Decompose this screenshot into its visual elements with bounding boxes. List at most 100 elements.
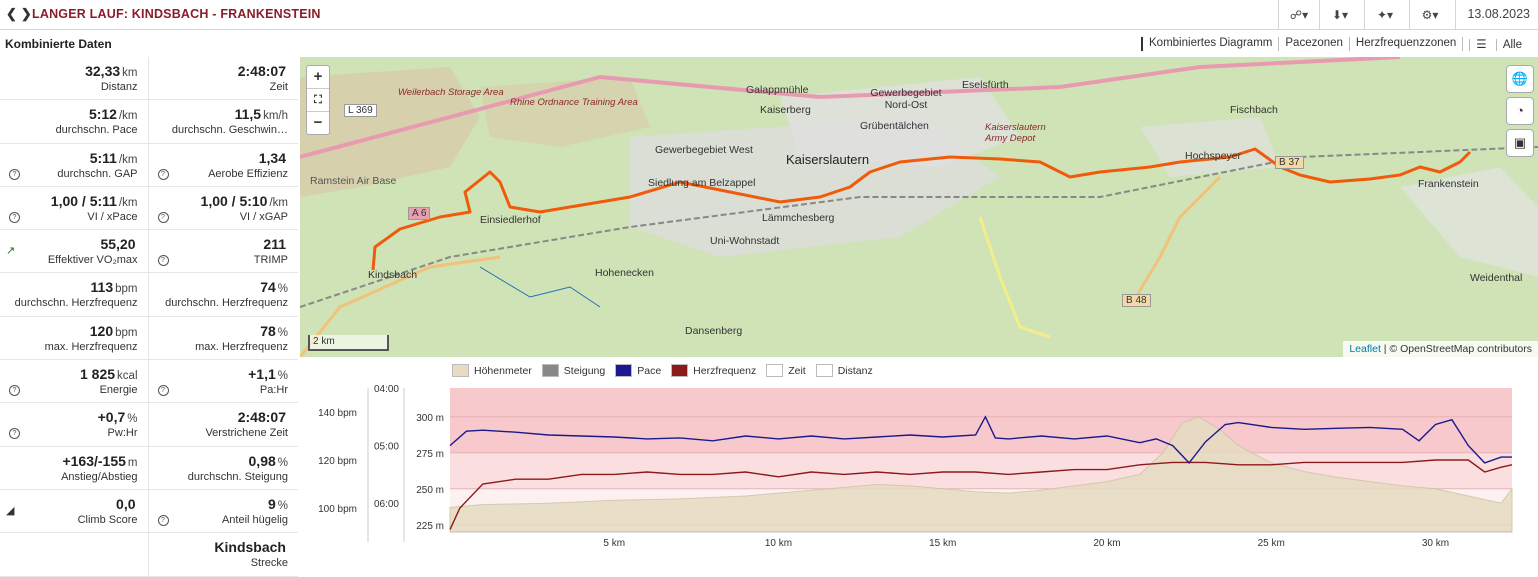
help-icon[interactable]: ?	[157, 385, 169, 397]
share-button[interactable]: ☍ ▾	[1278, 0, 1319, 29]
map-label: Fischbach	[1230, 104, 1278, 116]
stats-row: ↗ 55,20 Effektiver VO₂max? 211 TRIMP	[0, 230, 298, 274]
stat-cell: 5:12/km durchschn. Pace	[0, 100, 149, 143]
chevron-left-icon[interactable]: ❮	[6, 6, 17, 21]
stat-label: durchschn. Herzfrequenz	[165, 297, 288, 310]
stat-label: durchschn. Geschwin…	[171, 124, 288, 137]
stats-row: 120 bpm max. Herzfrequenz 78% max. Herzfrequ…	[0, 316, 299, 361]
legend-item[interactable]: Pace	[615, 364, 661, 377]
tab-hr-zones[interactable]: Herzfrequenzzonen	[1348, 37, 1462, 51]
stat-label: Aerobe Effizienz	[208, 167, 288, 180]
road-label: L 369	[344, 104, 377, 117]
hr-tick-label: 140 bpm	[318, 408, 357, 419]
fullscreen-button[interactable]: ⛶	[307, 89, 329, 112]
elevation-tick-label: 300 m	[416, 413, 444, 424]
legend-swatch	[452, 364, 469, 377]
map-label: Kaiserslautern Army Depot	[985, 122, 1046, 144]
x-tick-label: 10 km	[765, 538, 792, 549]
area-chart-icon: ◢	[6, 504, 15, 517]
help-icon[interactable]: ?	[9, 168, 20, 180]
view-tabs: Kombiniertes Diagramm Pacezonen Herzfreq…	[1141, 37, 1534, 51]
stat-cell: 2:48:07 Verstrichene Zeit	[149, 403, 299, 445]
road-label: A 6	[408, 207, 431, 220]
stat-label: durchschn. Herzfrequenz	[14, 297, 138, 310]
stat-cell	[0, 533, 149, 576]
stat-cell: ? 9% Anteil hügelig	[149, 490, 299, 532]
download-icon: ⬇	[1331, 7, 1343, 22]
stat-label: Effektiver VO₂max	[47, 254, 138, 267]
map-label: Eselsfürth	[962, 79, 1009, 91]
stat-value: 113 bpm	[90, 279, 138, 296]
stat-cell: ◢ 0,0 Climb Score	[0, 489, 149, 533]
stats-row: +163/-155 m Anstieg/Abstieg 0,98% durchschn.…	[0, 446, 299, 490]
help-icon[interactable]: ?	[9, 211, 20, 223]
stat-cell: ? +1,1% Pa:Hr	[149, 360, 299, 402]
stat-value: 5:11/km	[89, 149, 138, 166]
stat-cell: 11,5 km/h durchschn. Geschwin…	[149, 100, 299, 142]
help-icon[interactable]: ?	[9, 385, 20, 397]
stat-label: Climb Score	[77, 513, 138, 526]
stat-label: max. Herzfrequenz	[195, 340, 288, 353]
combined-chart[interactable]: Höhenmeter Steigung Pace Herzfrequenz Zeit Di…	[300, 358, 1538, 562]
help-icon[interactable]: ?	[9, 428, 20, 440]
legend-label: Höhenmeter	[474, 364, 532, 377]
globe-button[interactable]: 🌐	[1506, 65, 1534, 93]
stat-cell: 0,98% durchschn. Steigung	[149, 447, 299, 489]
tab-pace-zones[interactable]: Pacezonen	[1278, 37, 1349, 51]
zoom-in-button[interactable]: +	[307, 66, 329, 89]
section-title: Kombinierte Daten	[5, 37, 112, 51]
stat-value: 2:48:07	[237, 409, 286, 426]
stat-value: 5:12/km	[88, 106, 138, 123]
map-expand-icon: ▣	[1513, 135, 1527, 150]
stat-cell: Kindsbach Strecke	[149, 533, 299, 575]
magic-button[interactable]: ✦ ▾	[1364, 0, 1405, 29]
legend-item[interactable]: Herzfrequenz	[671, 364, 756, 377]
download-button[interactable]: ⬇ ▾	[1319, 0, 1360, 29]
stat-cell: 78% max. Herzfrequenz	[149, 317, 299, 359]
hr-tick-label: 120 bpm	[318, 456, 357, 467]
divider	[1455, 0, 1456, 29]
help-icon[interactable]: ?	[157, 168, 169, 180]
stat-value: 0,98%	[248, 452, 288, 469]
zoom-out-button[interactable]: −	[313, 114, 323, 131]
tab-all[interactable]: ☰ Alle	[1462, 37, 1534, 51]
trend-up-icon: ↗	[6, 245, 16, 258]
stat-value: Kindsbach	[214, 539, 286, 556]
legend-item[interactable]: Distanz	[815, 364, 873, 377]
tools-button[interactable]: ⚙ ▾	[1409, 0, 1450, 29]
legend-item[interactable]: Zeit	[766, 364, 806, 377]
map-label: Einsiedlerhof	[480, 214, 541, 226]
hr-zone-band	[450, 388, 1512, 453]
x-tick-label: 5 km	[603, 538, 625, 549]
stat-value	[136, 539, 138, 555]
stats-row: 5:12/km durchschn. Pace 11,5 km/h durchschn.…	[0, 100, 299, 144]
stat-value: 0,0	[116, 495, 136, 512]
legend-item[interactable]: Höhenmeter	[452, 364, 532, 377]
zoom-control: + ⛶ −	[306, 65, 330, 135]
legend-label: Steigung	[563, 364, 606, 377]
tab-combined-chart[interactable]: Kombiniertes Diagramm	[1141, 37, 1278, 51]
stat-cell: 120 bpm max. Herzfrequenz	[0, 316, 149, 360]
map-label: Uni-Wohnstadt	[710, 235, 780, 247]
magic-wand-icon: ✦	[1376, 7, 1388, 22]
help-icon[interactable]: ?	[157, 514, 169, 526]
route-map[interactable]: Weilerbach Storage Area Rhine Ordnance T…	[300, 57, 1538, 357]
stat-label: Verstrichene Zeit	[205, 427, 288, 440]
chevron-right-icon[interactable]: ❯	[20, 6, 32, 21]
stats-row: ? +0,7% Pw:Hr 2:48:07 Verstrichene Zeit	[0, 403, 299, 447]
stats-row: ? 5:11/km durchschn. GAP? 1,34 Aerobe Effizi…	[0, 143, 298, 187]
help-icon[interactable]: ?	[157, 255, 169, 267]
map-label: Kaiserberg	[760, 104, 811, 116]
map-label: Hohenecken	[595, 267, 654, 279]
legend-item[interactable]: Steigung	[541, 364, 606, 377]
expand-button[interactable]: ▣	[1506, 129, 1534, 157]
stat-value: 74%	[260, 279, 288, 296]
stat-label: durchschn. Pace	[55, 124, 138, 137]
help-icon[interactable]: ?	[157, 211, 169, 223]
map-label: Galappmühle	[746, 84, 809, 96]
pace-tick-label: 06:00	[374, 499, 399, 510]
speed-button[interactable]: ◔	[1506, 97, 1534, 125]
elevation-area	[449, 416, 1513, 533]
stat-value: 1,00 / 5:11/km	[50, 192, 138, 209]
leaflet-link[interactable]: Leaflet	[1349, 343, 1381, 355]
